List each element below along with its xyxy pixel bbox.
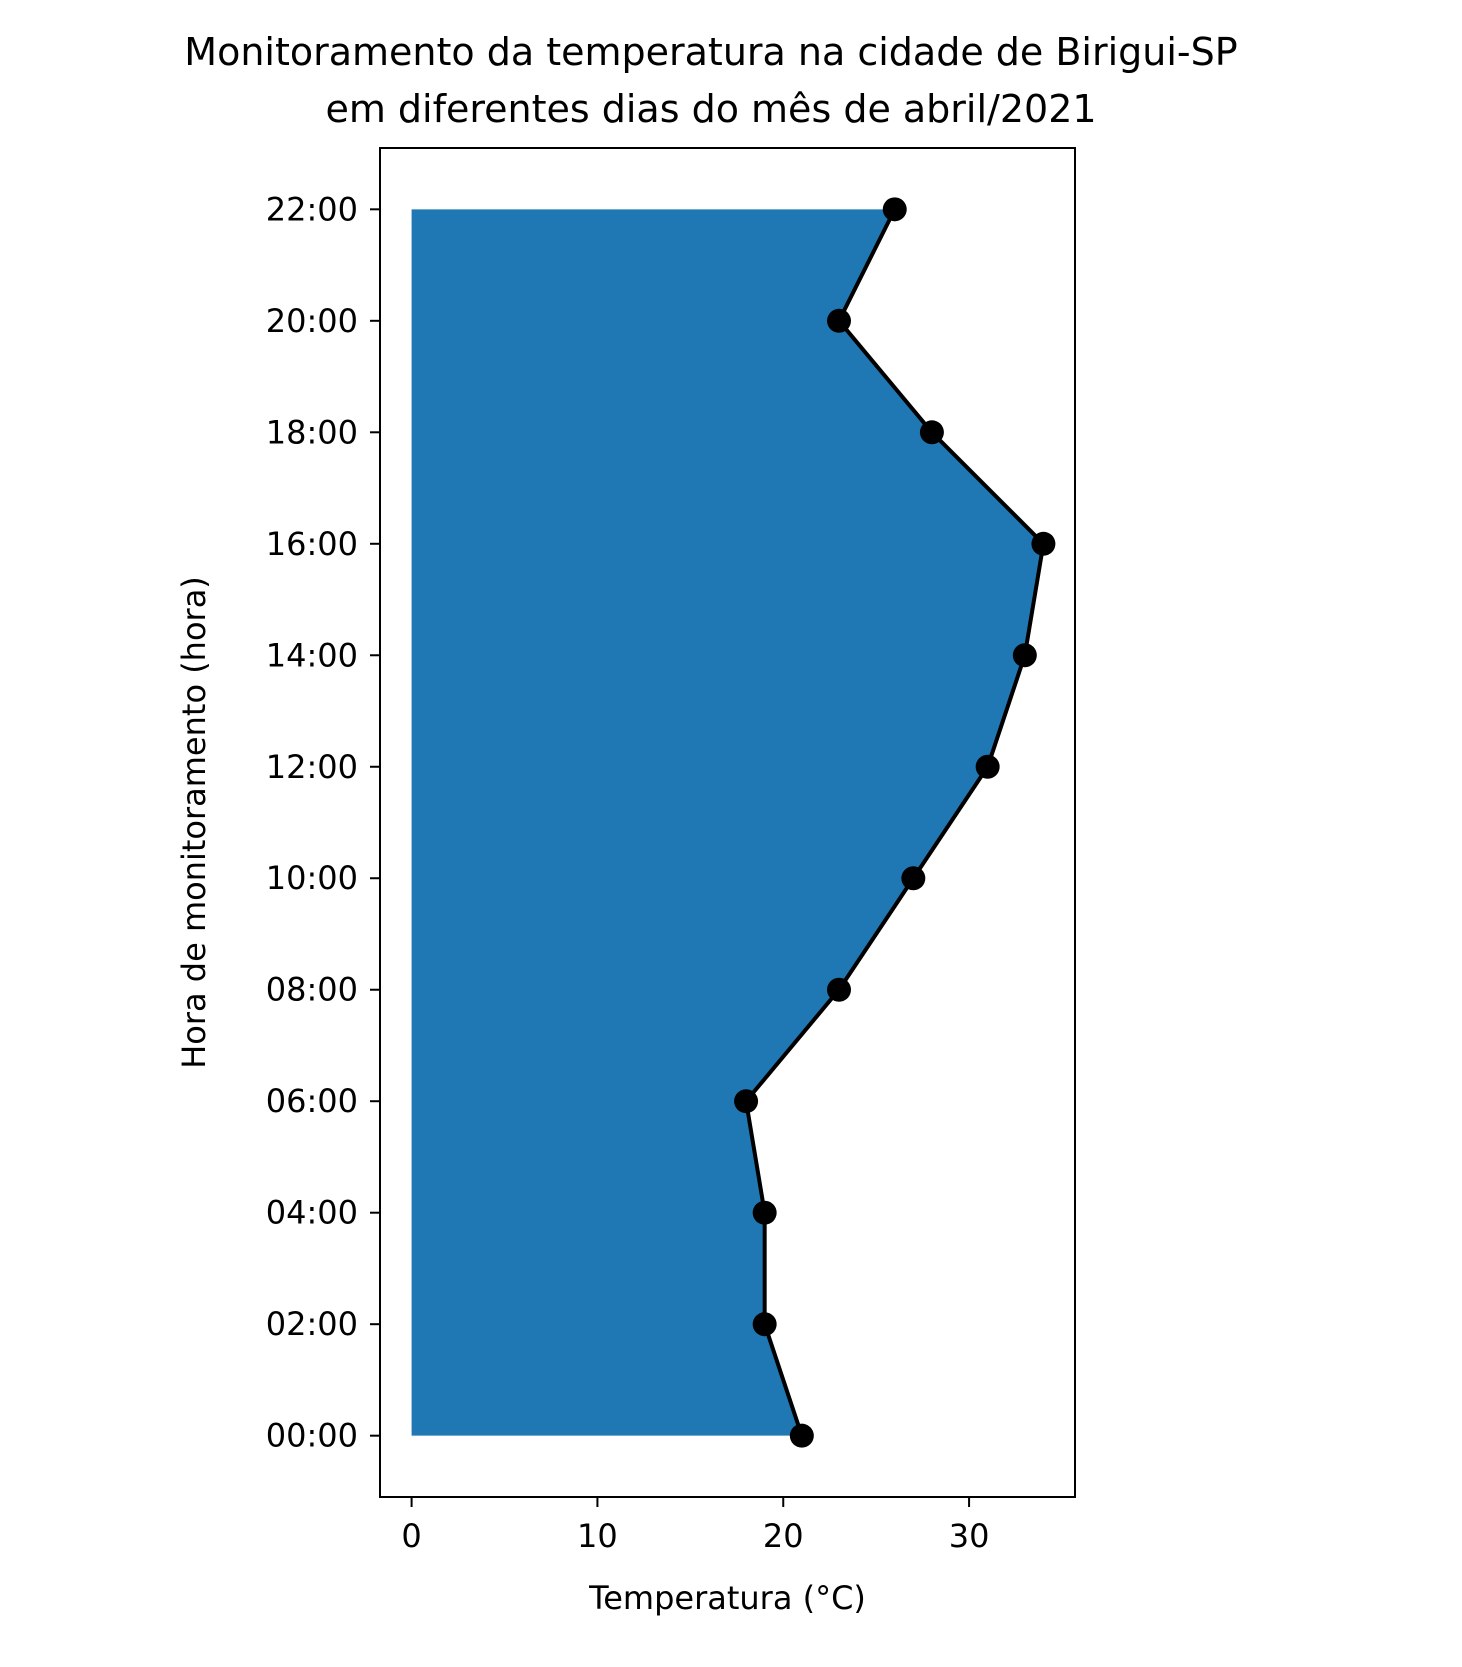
y-tick-label: 02:00 bbox=[266, 1305, 358, 1343]
data-point bbox=[752, 1312, 777, 1337]
area-layer bbox=[411, 209, 1044, 1436]
data-point bbox=[789, 1423, 814, 1448]
plot-frame bbox=[379, 147, 1076, 1498]
chart-subtitle: em diferentes dias do mês de abril/2021 bbox=[325, 87, 1096, 131]
data-point bbox=[975, 754, 1000, 779]
area-fill bbox=[411, 209, 1044, 1436]
x-tick-label: 30 bbox=[949, 1517, 990, 1555]
y-axis: 00:00 02:00 04:00 06:00 08:00 10:00 12:00 14:00… bbox=[266, 190, 380, 1455]
y-tick-label: 22:00 bbox=[266, 190, 358, 228]
y-tick-label: 12:00 bbox=[266, 748, 358, 786]
y-tick-label: 10:00 bbox=[266, 859, 358, 897]
x-axis: 0 10 20 30 bbox=[401, 1497, 989, 1555]
y-tick-label: 06:00 bbox=[266, 1082, 358, 1120]
line-layer bbox=[744, 208, 1046, 1437]
chart-title: Monitoramento da temperatura na cidade d… bbox=[184, 30, 1237, 74]
data-point bbox=[752, 1200, 777, 1225]
data-point bbox=[882, 197, 907, 222]
y-tick-label: 08:00 bbox=[266, 971, 358, 1009]
x-axis-label: Temperatura (°C) bbox=[588, 1579, 866, 1617]
y-tick-label: 16:00 bbox=[266, 525, 358, 563]
x-tick-label: 20 bbox=[763, 1517, 804, 1555]
data-point bbox=[901, 866, 926, 891]
x-tick-label: 0 bbox=[401, 1517, 421, 1555]
data-point bbox=[826, 308, 851, 333]
y-tick-label: 20:00 bbox=[266, 302, 358, 340]
y-tick-label: 04:00 bbox=[266, 1194, 358, 1232]
y-axis-label: Hora de monitoramento (hora) bbox=[175, 576, 213, 1069]
x-tick-label: 10 bbox=[577, 1517, 618, 1555]
data-point bbox=[734, 1089, 759, 1114]
chart-title-group: Monitoramento da temperatura na cidade d… bbox=[184, 30, 1237, 131]
data-point bbox=[919, 420, 944, 445]
y-tick-label: 18:00 bbox=[266, 413, 358, 451]
y-tick-label: 14:00 bbox=[266, 636, 358, 674]
series-line bbox=[744, 208, 1046, 1437]
marker-layer bbox=[734, 197, 1056, 1448]
data-point bbox=[1031, 531, 1056, 556]
data-point bbox=[826, 977, 851, 1002]
y-tick-label: 00:00 bbox=[266, 1417, 358, 1455]
data-point bbox=[1012, 643, 1037, 668]
